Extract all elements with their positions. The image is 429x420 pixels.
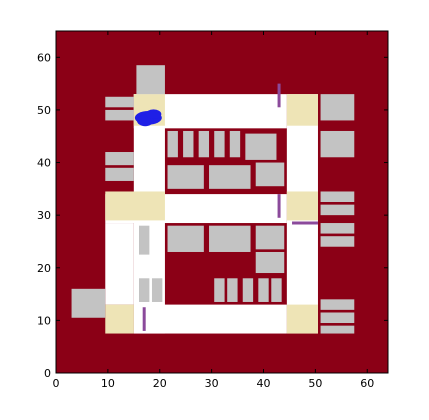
x-tick-label: 20 [153, 377, 167, 390]
building-block [320, 130, 355, 158]
building-block [105, 152, 134, 166]
building-block [214, 278, 225, 302]
building-block [255, 225, 285, 250]
intersection-tile [286, 304, 318, 334]
y-tick-label: 60 [37, 51, 51, 64]
building-block [255, 251, 285, 274]
building-block [139, 225, 150, 255]
building-block [242, 278, 254, 302]
building-block [105, 96, 134, 108]
road-segment [105, 223, 134, 305]
building-block [320, 236, 355, 247]
building-block [320, 223, 355, 234]
building-block [320, 94, 355, 121]
intersection-tile [286, 94, 318, 126]
intersection-tile [105, 304, 134, 334]
building-block [227, 278, 238, 302]
intersection-tile [105, 191, 165, 221]
y-tick-label: 30 [37, 209, 51, 222]
building-block [136, 65, 165, 95]
y-tick-label: 40 [37, 157, 51, 170]
building-block [209, 225, 251, 252]
building-block [229, 130, 241, 158]
building-block [167, 225, 204, 252]
agent-cluster [145, 109, 162, 119]
x-tick-label: 10 [101, 377, 115, 390]
building-block [209, 165, 251, 189]
building-block [258, 278, 269, 302]
building-block [320, 299, 355, 310]
x-tick-label: 60 [360, 377, 374, 390]
building-block [167, 165, 204, 189]
building-block [105, 109, 134, 121]
x-tick-label: 50 [308, 377, 322, 390]
building-block [320, 204, 355, 216]
building-block [214, 130, 225, 158]
building-block [320, 325, 355, 334]
x-tick-label: 0 [53, 377, 60, 390]
y-tick-label: 20 [37, 262, 51, 275]
y-tick-label: 50 [37, 104, 51, 117]
building-block [183, 130, 194, 158]
building-block [167, 130, 178, 158]
building-block [255, 162, 285, 187]
building-block [139, 278, 150, 302]
intersection-tile [286, 191, 318, 221]
building-block [151, 278, 163, 302]
plot-frame [55, 30, 389, 374]
y-tick-label: 0 [44, 367, 51, 380]
building-block [198, 130, 210, 158]
building-block [105, 167, 134, 181]
building-block [320, 191, 355, 202]
building-block [71, 288, 106, 318]
x-tick-label: 30 [205, 377, 219, 390]
building-block [245, 133, 277, 160]
building-block [320, 312, 355, 324]
y-tick-label: 10 [37, 314, 51, 327]
x-tick-label: 40 [257, 377, 271, 390]
building-block [271, 278, 282, 302]
